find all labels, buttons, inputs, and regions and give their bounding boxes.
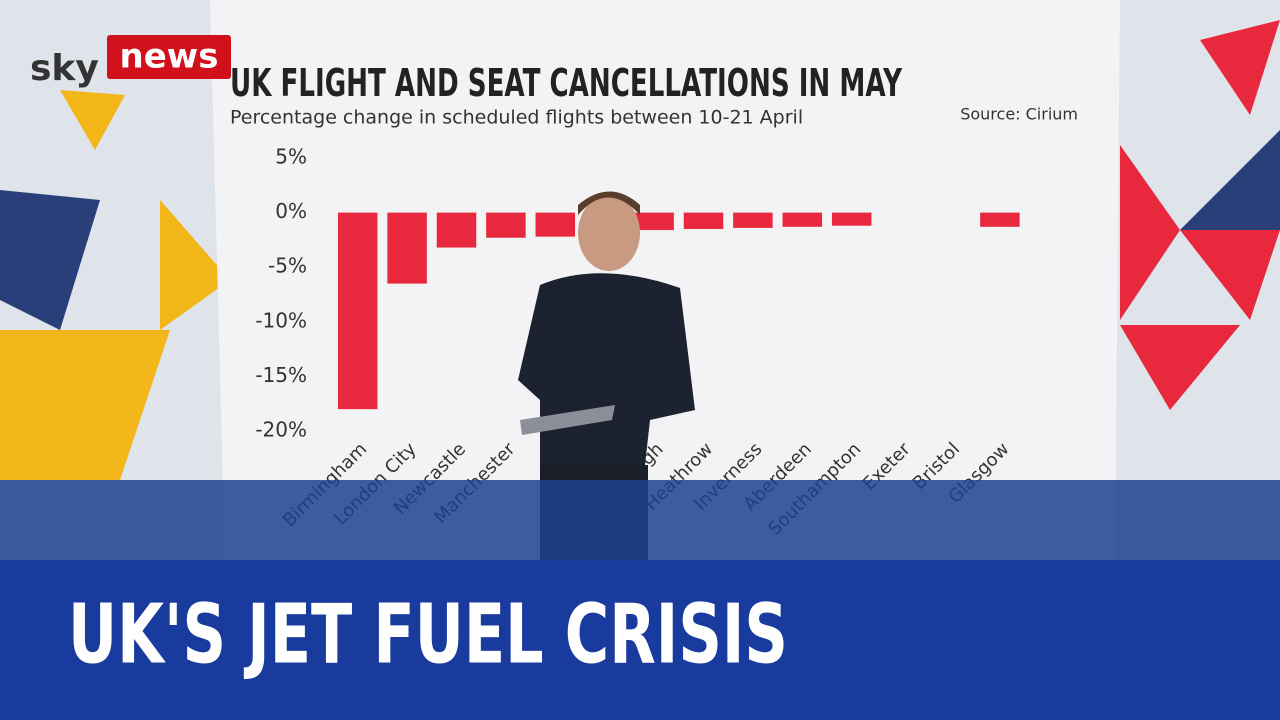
- logo-box: [107, 35, 231, 79]
- decor: [1120, 325, 1240, 410]
- decor: [1120, 145, 1180, 320]
- bar: [782, 212, 823, 227]
- banner-headline: UK'S JET FUEL CRISIS: [68, 587, 788, 682]
- decor: [1180, 130, 1280, 230]
- y-tick-label: -5%: [268, 254, 307, 278]
- bar: [535, 212, 576, 237]
- decor: [60, 90, 125, 150]
- bar: [387, 212, 427, 284]
- bar: [980, 212, 1020, 227]
- bar: [683, 212, 724, 229]
- bar: [733, 212, 773, 228]
- floor-band: [0, 480, 1280, 560]
- bar: [831, 212, 872, 226]
- bar: [436, 212, 477, 248]
- decor: [0, 190, 100, 330]
- bar: [337, 212, 378, 410]
- y-tick-label: -15%: [255, 363, 307, 387]
- logo-product: news: [120, 37, 219, 77]
- chart-title: UK FLIGHT AND SEAT CANCELLATIONS IN MAY: [230, 61, 902, 105]
- chart-screen: [210, 0, 1120, 560]
- chart-subtitle: Percentage change in scheduled flights b…: [230, 107, 803, 129]
- presenter-head: [578, 195, 640, 271]
- decor: [1200, 20, 1280, 115]
- decor: [0, 330, 170, 480]
- bar: [634, 212, 674, 231]
- chart-source: Source: Cirium: [960, 105, 1078, 124]
- logo-brand: sky: [30, 48, 99, 89]
- y-tick-label: 5%: [275, 145, 307, 169]
- tablet: [520, 405, 615, 435]
- y-tick-label: 0%: [275, 199, 307, 223]
- y-tick-label: -20%: [255, 418, 307, 442]
- decor: [1180, 230, 1280, 320]
- decor: [160, 200, 230, 330]
- bar: [486, 212, 526, 238]
- y-tick-label: -10%: [255, 308, 307, 332]
- banner: [0, 560, 1280, 720]
- presenter-hair: [578, 191, 640, 215]
